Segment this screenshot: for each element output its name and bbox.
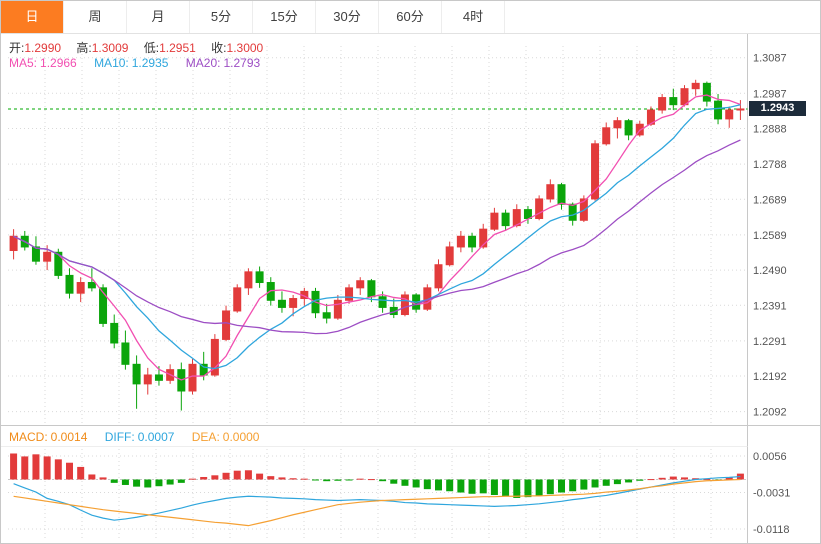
tab-5min[interactable]: 5分: [190, 1, 253, 33]
macd-histogram: [10, 453, 744, 498]
tab-60min[interactable]: 60分: [379, 1, 442, 33]
svg-text:-0.0031: -0.0031: [753, 488, 790, 500]
ohlc-readout: 开:1.2990 高:1.3009 低:1.2951 收:1.3000: [9, 39, 275, 56]
tab-30min[interactable]: 30分: [316, 1, 379, 33]
tab-week[interactable]: 周: [64, 1, 127, 33]
candlestick-series: [9, 79, 745, 411]
high-value: 1.3009: [91, 41, 129, 55]
dea-value: 0.0000: [222, 430, 260, 444]
macd-readout: MACD: 0.0014 DIFF: 0.0007 DEA: 0.0000: [9, 430, 273, 444]
low-label: 低:: [143, 41, 160, 55]
ma10-label: MA10:: [94, 56, 129, 70]
low-value: 1.2951: [159, 41, 196, 55]
y-axis-labels: 1.3087 1.2987 1.2888 1.2788 1.2689 1.2589 1.24…: [753, 53, 790, 536]
svg-text:1.2192: 1.2192: [753, 371, 787, 383]
ma20-label: MA20:: [185, 56, 221, 70]
tab-15min[interactable]: 15分: [253, 1, 316, 33]
dea-line: [13, 478, 741, 527]
svg-text:1.2589: 1.2589: [753, 230, 787, 242]
macd-label: MACD:: [9, 430, 48, 444]
ma5-value: 1.2966: [40, 56, 77, 70]
tab-month[interactable]: 月: [127, 1, 190, 33]
svg-text:1.2987: 1.2987: [753, 88, 787, 100]
ma10-line: [13, 104, 741, 370]
svg-text:1.2291: 1.2291: [753, 336, 787, 348]
ma10-value: 1.2935: [131, 56, 169, 70]
diff-value: 0.0007: [137, 430, 175, 444]
svg-text:-0.0118: -0.0118: [753, 524, 790, 536]
macd-value: 0.0014: [50, 430, 88, 444]
ma-readout: MA5: 1.2966 MA10: 1.2935 MA20: 1.2793: [9, 56, 274, 70]
panel-borders: [1, 34, 820, 543]
dea-label: DEA:: [191, 430, 220, 444]
tab-day[interactable]: 日: [1, 1, 64, 33]
svg-text:1.3087: 1.3087: [753, 53, 787, 65]
diff-label: DIFF:: [104, 430, 135, 444]
svg-text:1.2092: 1.2092: [753, 407, 787, 419]
ma20-value: 1.2793: [223, 56, 261, 70]
svg-text:1.2788: 1.2788: [753, 159, 787, 171]
svg-text:1.2391: 1.2391: [753, 300, 787, 312]
open-label: 开:: [9, 41, 25, 55]
timeframe-toolbar: 日 周 月 5分 15分 30分 60分 4时: [1, 1, 820, 34]
diff-line: [13, 475, 741, 521]
ma20-line: [13, 139, 741, 335]
svg-text:1.2490: 1.2490: [753, 265, 787, 277]
close-value: 1.3000: [226, 41, 264, 55]
grid: [8, 46, 746, 539]
tab-4hour[interactable]: 4时: [442, 1, 505, 33]
svg-text:1.2888: 1.2888: [753, 124, 787, 136]
price-tag: 1.2943: [749, 100, 806, 116]
high-label: 高:: [76, 41, 92, 55]
svg-text:1.2689: 1.2689: [753, 194, 787, 206]
close-label: 收:: [211, 41, 227, 55]
ma5-line: [13, 94, 741, 381]
svg-text:0.0056: 0.0056: [753, 451, 787, 463]
ma5-label: MA5:: [9, 56, 38, 70]
open-value: 1.2990: [24, 41, 62, 55]
